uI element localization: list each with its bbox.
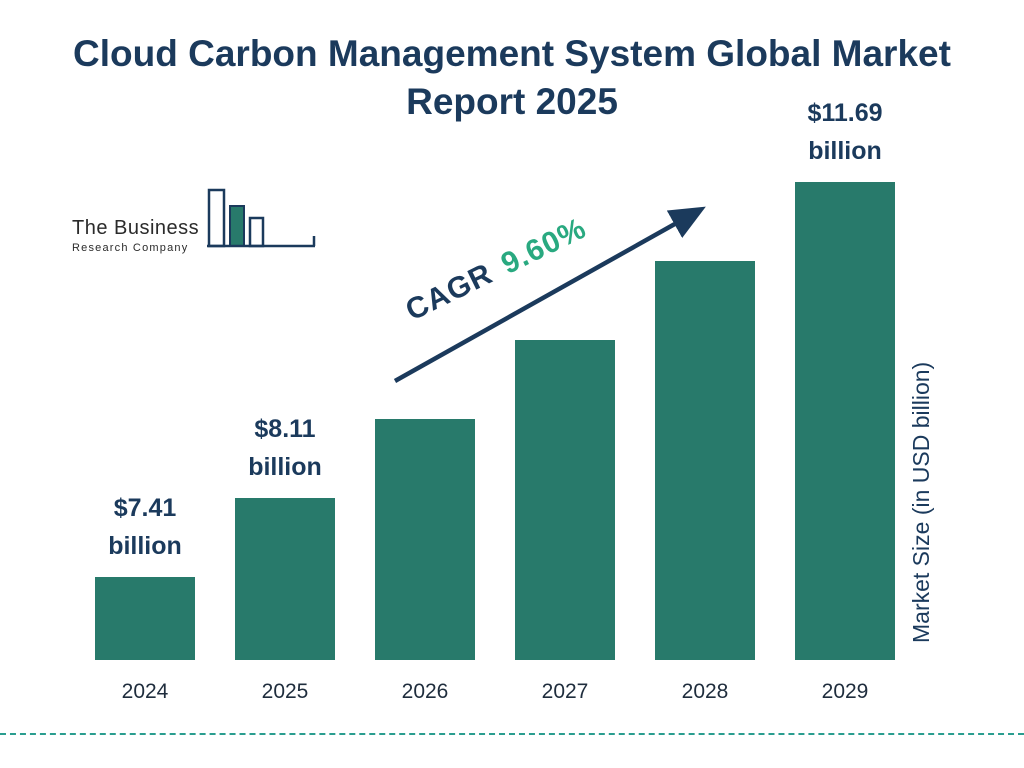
x-axis-label-2029: 2029 [821,680,869,703]
chart-title: Cloud Carbon Management System Global Ma… [73,33,951,123]
bar-column: $11.69 billion 2029 [795,95,895,703]
x-axis-label-2025: 2025 [261,680,309,703]
bar-2025 [235,498,335,660]
bar-2026 [375,419,475,660]
bar-column: 2027 [515,340,615,703]
bar-column: 2026 [375,419,475,703]
x-axis-label-2027: 2027 [541,680,589,703]
bar-column: $8.11 billion 2025 [235,411,335,703]
bar-2027 [515,340,615,660]
bars-area: $7.41 billion 2024 $8.11 billion 2025 2026 2027… [95,95,895,703]
y-axis-label: Market Size (in USD billion) [908,361,934,643]
logo-bars-icon [207,188,316,248]
bar-column: $7.41 billion 2024 [95,490,195,703]
cagr-arrow [393,206,706,383]
bar-2029 [795,182,895,660]
bottom-dashed-line [0,733,1024,735]
x-axis-label-2026: 2026 [401,680,449,703]
logo-company-subtitle: Research Company [72,242,189,254]
bar-value-label: $7.41 billion [108,494,182,560]
bar-2024 [95,577,195,660]
logo-company-name: The Business [72,217,200,239]
bar-2028 [655,261,755,660]
bar-value-label: $8.11 billion [248,415,322,481]
bar-value-label: $11.69 billion [807,99,883,165]
logo: The Business Research Company [72,188,317,254]
x-axis-label-2028: 2028 [681,680,729,703]
x-axis-label-2024: 2024 [121,680,169,703]
bar-column: 2028 [655,261,755,703]
logo-text: The Business Research Company [72,217,199,254]
